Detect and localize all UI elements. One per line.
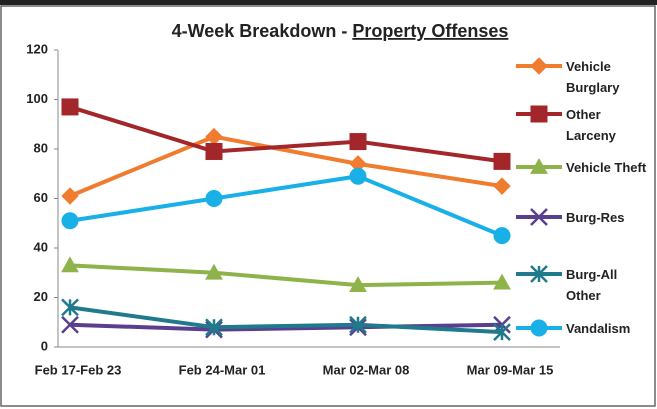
- y-tick-label: 100: [26, 91, 48, 106]
- chart-frame: [0, 5, 656, 407]
- series: [61, 127, 511, 205]
- x-tick-label: Mar 02-Mar 08: [323, 362, 410, 377]
- legend-label: Vehicle Burglary: [566, 59, 620, 95]
- marker: [61, 212, 79, 230]
- x-tick-label: Feb 17-Feb 23: [35, 362, 122, 377]
- marker: [349, 133, 367, 151]
- series: [61, 256, 511, 293]
- marker: [205, 127, 223, 146]
- marker: [349, 276, 367, 293]
- y-tick-label: 80: [34, 140, 48, 155]
- marker: [205, 318, 223, 337]
- series-line: [69, 322, 503, 332]
- legend-marker: [530, 57, 548, 75]
- y-tick-label: 60: [34, 190, 48, 205]
- series-line: [69, 305, 503, 335]
- legend-label: Burg-All Other: [566, 267, 618, 303]
- marker: [493, 323, 511, 342]
- series: [61, 98, 511, 170]
- series-line: [69, 263, 503, 288]
- legend-label: Other Larceny: [566, 107, 616, 143]
- y-tick-label: 20: [34, 289, 48, 304]
- title-part: 4-Week Breakdown -: [172, 21, 348, 41]
- marker: [205, 190, 223, 207]
- marker: [61, 98, 79, 116]
- legend-marker: [530, 265, 548, 283]
- y-tick-label: 0: [41, 338, 48, 353]
- series: [61, 167, 511, 245]
- marker: [61, 315, 79, 334]
- marker: [205, 263, 223, 280]
- marker: [349, 167, 367, 185]
- series: [61, 298, 511, 342]
- marker: [61, 298, 79, 317]
- series-line: [69, 174, 503, 238]
- marker: [493, 227, 511, 245]
- marker: [61, 256, 79, 273]
- legend-label: Vehicle Theft: [566, 160, 647, 175]
- legend-marker: [530, 105, 548, 123]
- marker: [61, 187, 79, 205]
- x-tick-label: Mar 09-Mar 15: [467, 362, 554, 377]
- legend-label: Burg-Res: [566, 210, 625, 225]
- y-tick-label: 120: [26, 41, 48, 56]
- marker: [493, 152, 511, 170]
- legend-label: Vandalism: [566, 321, 631, 336]
- x-tick-label: Feb 24-Mar 01: [179, 362, 266, 377]
- series-line: [69, 105, 503, 164]
- marker: [493, 177, 511, 195]
- chart-title: 4-Week Breakdown - Property Offenses: [172, 21, 509, 41]
- top-bar: [0, 0, 657, 5]
- marker: [493, 273, 511, 290]
- legend-marker: [530, 208, 548, 226]
- series-line: [69, 134, 503, 198]
- legend-marker: [530, 319, 548, 337]
- marker: [205, 142, 223, 160]
- legend-marker: [530, 157, 548, 174]
- title-part: Property Offenses: [352, 21, 508, 41]
- marker: [349, 315, 367, 334]
- y-tick-label: 40: [34, 239, 48, 254]
